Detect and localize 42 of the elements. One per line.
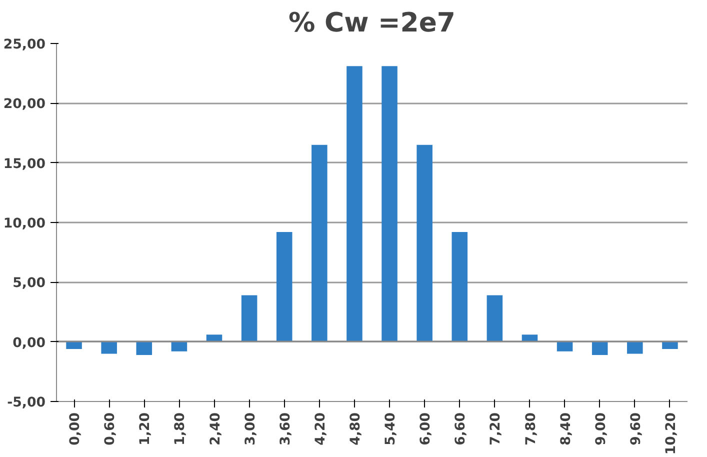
x-tick-label: 5,40 [384, 412, 399, 446]
x-tick-label: 10,20 [664, 412, 679, 455]
bar [416, 144, 432, 342]
y-tick-label: 25,00 [3, 38, 46, 52]
chart-title: % Cw =2e7 [288, 8, 456, 38]
y-tick-label: -5,00 [7, 396, 46, 410]
x-tick-label: 1,80 [173, 412, 188, 446]
bar [171, 342, 188, 352]
y-tick-label: 20,00 [3, 97, 46, 112]
bar [136, 342, 152, 355]
x-tick-label: 2,40 [208, 412, 224, 446]
x-tick-label: 1,20 [138, 412, 154, 446]
bar [346, 66, 362, 342]
bar [66, 342, 82, 349]
bar [101, 342, 117, 354]
bar [556, 342, 573, 352]
x-tick-label: 3,60 [278, 412, 294, 446]
bar [241, 295, 258, 342]
bar [276, 232, 292, 342]
x-tick-label: 7,20 [488, 412, 504, 446]
bar [452, 232, 468, 342]
x-tick-label: 8,40 [558, 412, 574, 446]
x-tick-label: 4,20 [313, 412, 328, 446]
bar [382, 66, 398, 342]
x-tick-label: 6,60 [454, 412, 469, 446]
bar [592, 342, 608, 355]
x-tick-label: 7,80 [524, 412, 539, 446]
y-tick-label: 10,00 [3, 216, 46, 232]
x-tick-label: 0,60 [103, 412, 118, 446]
x-tick-label: 4,80 [348, 412, 364, 446]
x-tick-label: 9,00 [594, 412, 609, 446]
bar [662, 342, 678, 349]
bar [312, 144, 328, 342]
x-tick-label: 0,00 [68, 412, 84, 446]
bar [627, 342, 643, 354]
y-tick-label: 15,00 [3, 156, 46, 172]
bar [486, 295, 503, 342]
x-tick-label: 6,00 [418, 412, 434, 446]
x-tick-label: 3,00 [243, 412, 258, 446]
y-tick-label: 0,00 [12, 336, 46, 351]
x-tick-label: 9,60 [628, 412, 644, 446]
y-tick-label: 5,00 [12, 276, 46, 292]
